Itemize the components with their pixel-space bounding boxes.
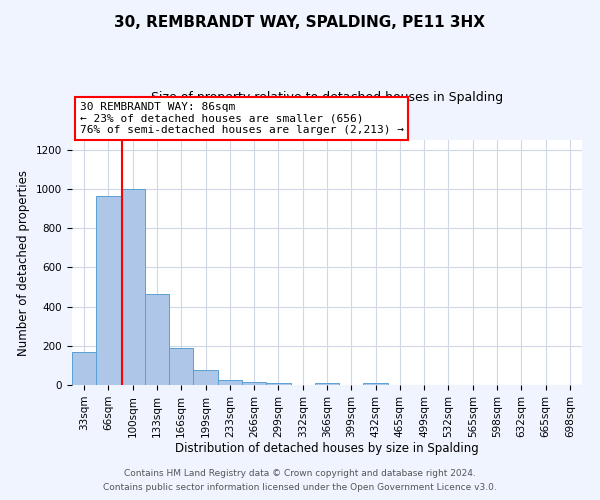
Bar xyxy=(72,352,96,385)
Bar xyxy=(169,348,193,385)
Bar xyxy=(121,189,145,385)
Title: Size of property relative to detached houses in Spalding: Size of property relative to detached ho… xyxy=(151,91,503,104)
Bar xyxy=(266,383,290,385)
Bar xyxy=(96,196,121,385)
Text: 30, REMBRANDT WAY, SPALDING, PE11 3HX: 30, REMBRANDT WAY, SPALDING, PE11 3HX xyxy=(115,15,485,30)
Text: Contains HM Land Registry data © Crown copyright and database right 2024.: Contains HM Land Registry data © Crown c… xyxy=(124,468,476,477)
Bar xyxy=(315,383,339,385)
X-axis label: Distribution of detached houses by size in Spalding: Distribution of detached houses by size … xyxy=(175,442,479,456)
Bar xyxy=(193,370,218,385)
Text: Contains public sector information licensed under the Open Government Licence v3: Contains public sector information licen… xyxy=(103,484,497,492)
Bar xyxy=(242,382,266,385)
Y-axis label: Number of detached properties: Number of detached properties xyxy=(17,170,31,356)
Text: 30 REMBRANDT WAY: 86sqm
← 23% of detached houses are smaller (656)
76% of semi-d: 30 REMBRANDT WAY: 86sqm ← 23% of detache… xyxy=(80,102,404,135)
Bar xyxy=(364,383,388,385)
Bar xyxy=(218,380,242,385)
Bar xyxy=(145,294,169,385)
